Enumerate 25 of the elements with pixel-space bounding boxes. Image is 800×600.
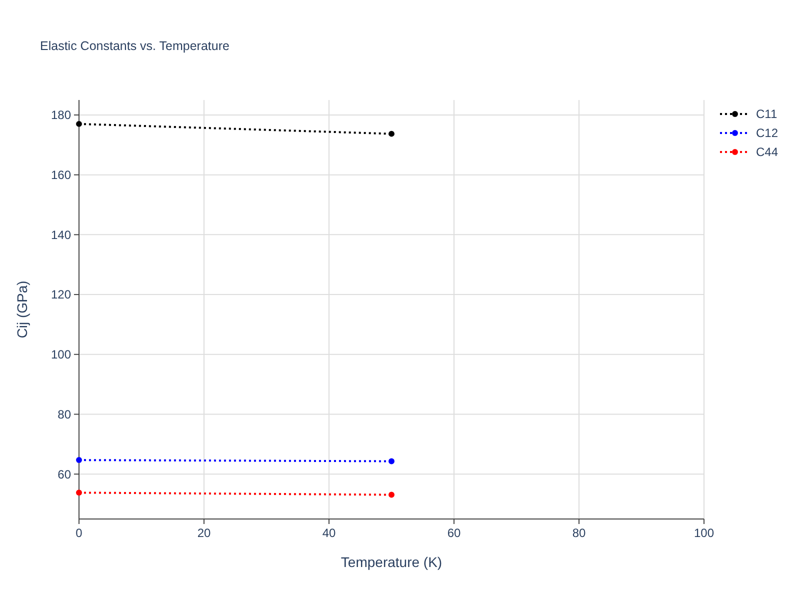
y-tick-label: 160	[50, 168, 72, 182]
legend-label: C12	[756, 126, 778, 140]
y-tick-label: 80	[58, 407, 72, 422]
legend-label: C44	[756, 145, 778, 160]
x-tick-label: 20	[197, 526, 211, 540]
point	[388, 458, 394, 464]
x-tick-label: 80	[572, 526, 586, 540]
y-tick-label: 180	[50, 108, 72, 122]
y-tick-label: 100	[50, 348, 72, 362]
y-tick-label: 120	[50, 288, 72, 302]
y-tick-label: 60	[58, 467, 72, 482]
y-axis-title: Cij (GPa)	[14, 280, 30, 338]
x-axis-title: Temperature (K)	[340, 554, 442, 570]
point	[388, 492, 394, 498]
y-tick-label: 140	[50, 228, 72, 242]
point	[76, 490, 82, 496]
point	[76, 120, 82, 127]
point	[76, 457, 82, 464]
point	[388, 130, 394, 137]
x-tick-label: 60	[447, 526, 461, 540]
x-tick-label: 40	[322, 526, 336, 540]
legend-label: C11	[756, 107, 778, 122]
x-tick-label: 0	[76, 526, 83, 540]
x-tick-label: 100	[694, 526, 714, 540]
chart-title: Elastic Constants vs. Temperature	[40, 39, 230, 53]
